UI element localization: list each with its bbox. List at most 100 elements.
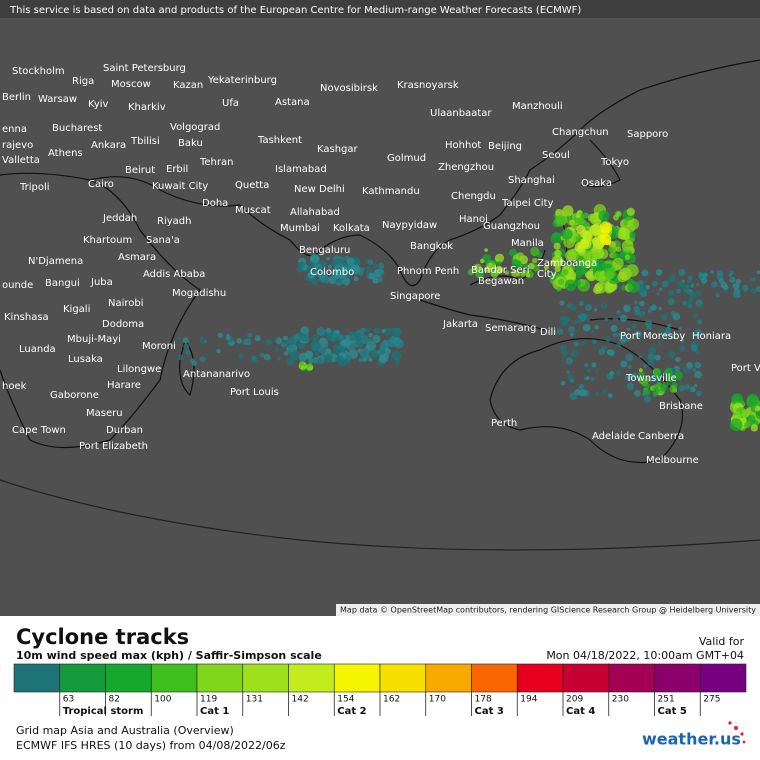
track-point (511, 269, 519, 277)
city-label: New Delhi (294, 184, 345, 195)
track-point (697, 319, 703, 325)
track-point (366, 265, 371, 270)
track-point (668, 274, 676, 283)
track-point (634, 309, 641, 316)
city-label: Zamboanga (537, 258, 597, 269)
track-point (170, 343, 174, 347)
track-point (649, 375, 657, 383)
track-point (584, 303, 593, 312)
track-point (579, 386, 583, 390)
track-point (684, 384, 691, 390)
track-point (623, 304, 631, 313)
track-point (244, 338, 252, 346)
logo-mark (728, 721, 746, 744)
track-point (528, 262, 535, 270)
track-point (728, 273, 733, 278)
city-label: Berlin (2, 92, 31, 103)
city-label: Stockholm (12, 66, 65, 77)
track-point (678, 327, 682, 331)
track-point (687, 275, 693, 281)
track-point (602, 389, 607, 394)
city-label: Kinshasa (4, 312, 49, 323)
city-label: Manzhouli (512, 101, 563, 112)
scale-tick-label: 63 (63, 695, 74, 705)
track-point (569, 392, 578, 400)
track-point (356, 332, 361, 337)
track-point (686, 301, 693, 309)
track-point (561, 228, 573, 240)
track-point (604, 267, 616, 280)
track-point (650, 304, 657, 311)
track-point (368, 272, 376, 280)
track-point (659, 328, 665, 334)
track-point (365, 328, 370, 333)
track-point (367, 259, 374, 266)
track-point (729, 418, 743, 432)
track-point (732, 291, 740, 299)
track-point (756, 270, 760, 275)
city-label: Volgograd (170, 122, 220, 133)
track-point (251, 355, 257, 361)
scale-cell (333, 663, 381, 693)
track-point (667, 324, 671, 328)
track-point (177, 336, 181, 341)
city-label: Erbil (166, 164, 188, 175)
track-point (625, 353, 634, 362)
track-point (629, 231, 636, 239)
track-point (323, 344, 329, 349)
track-point (567, 373, 574, 381)
notice: This service is based on data and produc… (9, 5, 581, 16)
city-label: hoek (2, 381, 27, 392)
track-point (347, 331, 357, 341)
track-point (742, 284, 749, 291)
track-point (552, 232, 559, 239)
track-point (695, 283, 700, 287)
track-point (345, 334, 350, 340)
track-point (754, 405, 760, 412)
track-point (644, 395, 652, 403)
track-point (619, 336, 627, 344)
track-point (612, 332, 618, 338)
track-point (298, 261, 304, 267)
track-point (638, 368, 643, 373)
track-point (678, 268, 686, 277)
city-label: Lilongwe (117, 364, 161, 375)
track-point (372, 277, 379, 284)
track-point (720, 279, 724, 283)
scale-tick-label: 82 (109, 695, 120, 705)
track-point (605, 336, 612, 343)
category-label: Cat 4 (566, 706, 595, 717)
track-point (649, 347, 656, 354)
track-point (652, 387, 660, 395)
track-point (286, 344, 295, 353)
track-point (353, 276, 359, 282)
track-point (627, 365, 632, 370)
track-point (639, 289, 644, 293)
track-point (694, 383, 698, 387)
scale-cell (608, 663, 655, 693)
track-point (582, 212, 589, 219)
track-point (594, 252, 602, 259)
track-point (556, 328, 564, 335)
track-point (631, 323, 637, 330)
track-point (191, 360, 197, 366)
track-point (594, 269, 607, 282)
track-point (560, 380, 566, 386)
track-point (626, 220, 634, 227)
track-point (552, 258, 562, 268)
city-label: Kazan (173, 80, 203, 91)
track-point (378, 262, 385, 269)
track-point (593, 308, 598, 312)
track-point (615, 370, 621, 376)
track-point (328, 276, 337, 285)
track-point (647, 358, 655, 367)
track-point (656, 292, 660, 296)
track-point (631, 372, 638, 379)
track-point (669, 385, 677, 393)
track-point (515, 252, 525, 261)
track-point (484, 248, 488, 252)
track-point (216, 349, 221, 354)
track-point (661, 280, 669, 288)
track-point (591, 237, 601, 247)
